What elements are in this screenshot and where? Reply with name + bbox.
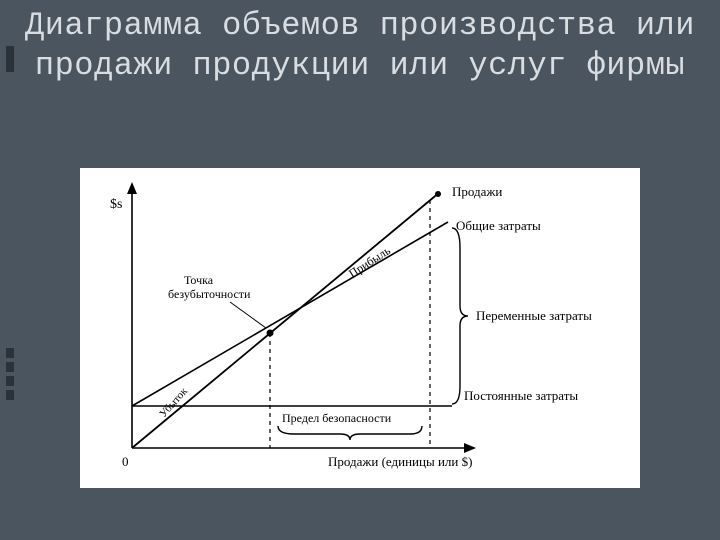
safety-margin-label: Предел безопасности	[282, 411, 392, 425]
break-even-label-1: Точка	[184, 273, 214, 287]
brace-safety-margin	[278, 426, 422, 440]
total-cost-label: Общие затраты	[456, 218, 541, 233]
break-even-leader	[230, 302, 266, 328]
variable-cost-label: Переменные затраты	[476, 308, 592, 323]
break-even-chart: $s 0 Продажи (единицы или $) Продажи Общ…	[80, 168, 640, 488]
chart-svg: $s 0 Продажи (единицы или $) Продажи Общ…	[80, 168, 640, 488]
x-axis-label: Продажи (единицы или $)	[328, 454, 472, 469]
fixed-cost-label: Постоянные затраты	[464, 388, 578, 403]
sales-label: Продажи	[452, 184, 502, 199]
slide-title: Диаграмма объемов производства или прода…	[0, 6, 720, 86]
y-axis-label: $s	[110, 197, 122, 212]
slide: Диаграмма объемов производства или прода…	[0, 0, 720, 540]
brace-variable-costs	[452, 228, 468, 404]
sales-line	[132, 192, 440, 448]
profit-label: Прибыль	[346, 243, 393, 280]
origin-label: 0	[122, 454, 129, 469]
break-even-label-2: безубыточности	[168, 287, 251, 301]
sales-end-point	[435, 191, 441, 197]
total-cost-line	[132, 222, 448, 406]
